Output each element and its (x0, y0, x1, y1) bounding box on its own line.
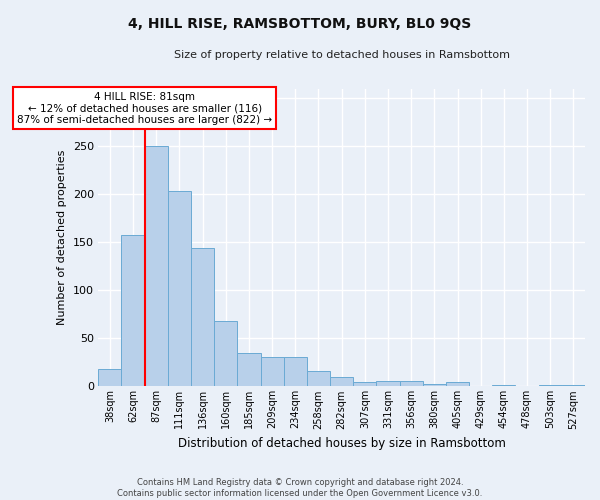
Bar (121, 234, 145, 386)
Bar (284, 356, 307, 386)
Bar (423, 384, 446, 386)
Bar (191, 248, 214, 386)
Bar (376, 380, 400, 386)
Bar (98, 369, 121, 386)
Bar (330, 377, 353, 386)
Bar (400, 380, 423, 386)
Text: 4 HILL RISE: 81sqm
← 12% of detached houses are smaller (116)
87% of semi-detach: 4 HILL RISE: 81sqm ← 12% of detached hou… (17, 92, 272, 124)
X-axis label: Distribution of detached houses by size in Ramsbottom: Distribution of detached houses by size … (178, 437, 506, 450)
Bar (214, 321, 238, 386)
Bar (145, 146, 168, 386)
Bar (168, 192, 191, 386)
Text: Contains HM Land Registry data © Crown copyright and database right 2024.
Contai: Contains HM Land Registry data © Crown c… (118, 478, 482, 498)
Bar (238, 353, 260, 386)
Bar (446, 382, 469, 386)
Bar (260, 356, 284, 386)
Y-axis label: Number of detached properties: Number of detached properties (58, 150, 67, 325)
Bar (353, 382, 376, 386)
Title: Size of property relative to detached houses in Ramsbottom: Size of property relative to detached ho… (173, 50, 509, 60)
Text: 4, HILL RISE, RAMSBOTTOM, BURY, BL0 9QS: 4, HILL RISE, RAMSBOTTOM, BURY, BL0 9QS (128, 18, 472, 32)
Bar (307, 371, 330, 386)
